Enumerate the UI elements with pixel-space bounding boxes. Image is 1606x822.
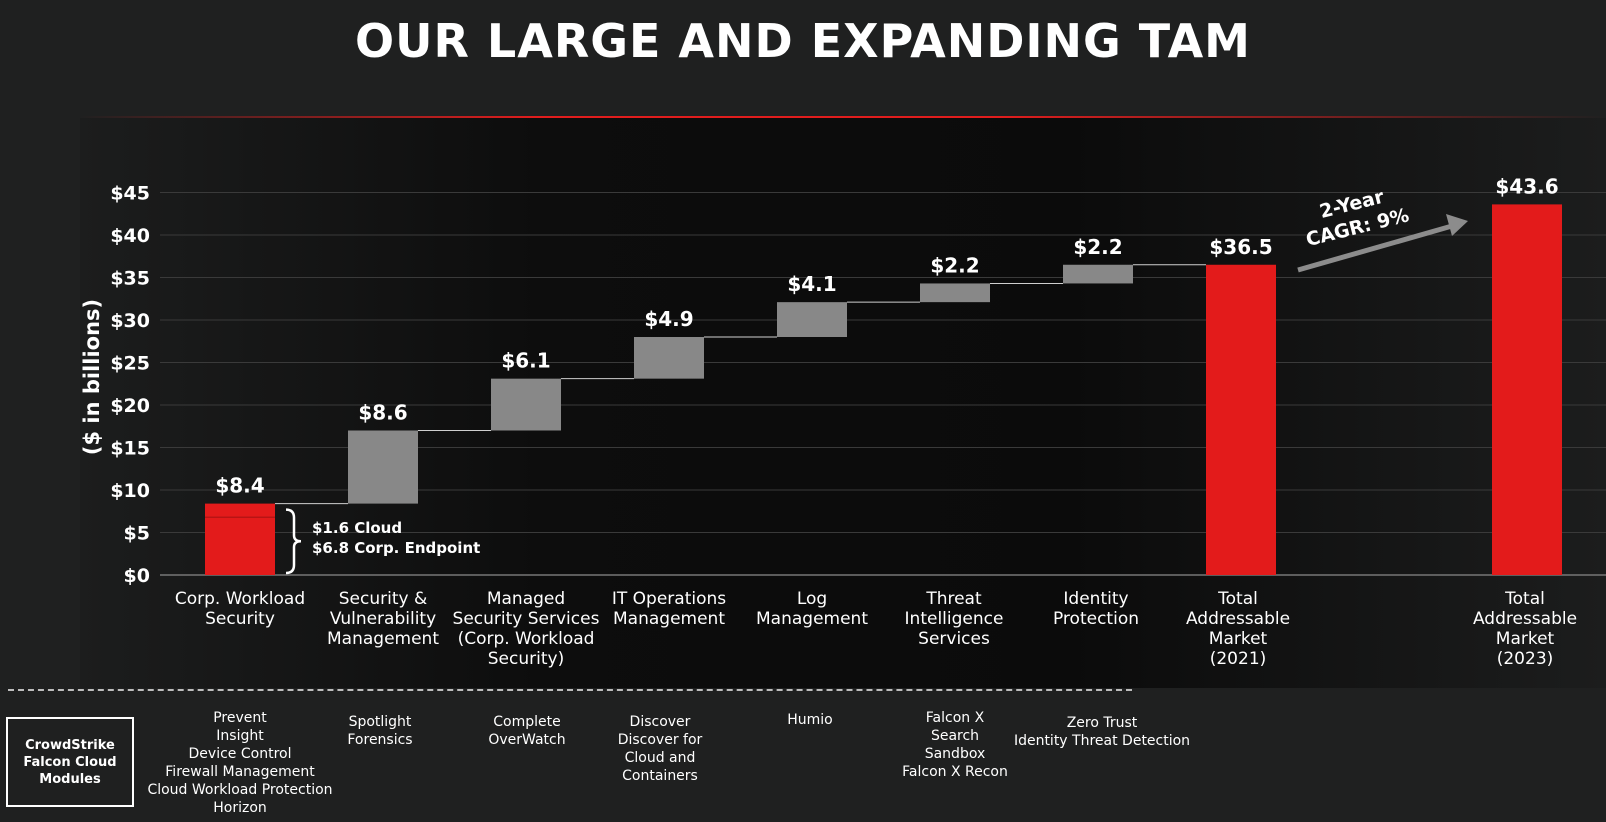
title-divider xyxy=(80,116,1606,118)
module-list: Prevent Insight Device Control Firewall … xyxy=(147,710,333,816)
chart-bar xyxy=(777,302,847,337)
y-tick-label: $30 xyxy=(110,310,150,332)
module-list: Complete OverWatch xyxy=(488,714,566,748)
data-label: $4.1 xyxy=(787,272,836,296)
modules-title-box: CrowdStrike Falcon Cloud Modules xyxy=(6,717,134,807)
category-label: Threat Intelligence Services xyxy=(904,589,1004,649)
y-tick-label: $20 xyxy=(110,395,150,417)
module-list: Humio xyxy=(787,712,833,728)
category-label: IT Operations Management xyxy=(611,589,727,629)
category-label: Identity Protection xyxy=(1052,589,1139,629)
module-list: Falcon X Search Sandbox Falcon X Recon xyxy=(902,710,1008,780)
category-label: Managed Security Services (Corp. Workloa… xyxy=(452,589,600,669)
y-axis-label: ($ in billions) xyxy=(80,298,104,456)
cagr-arrow-line xyxy=(1297,223,1453,273)
chart-bar xyxy=(491,378,561,431)
data-label: $36.5 xyxy=(1209,235,1272,259)
data-label: $8.4 xyxy=(215,474,264,498)
y-tick-label: $5 xyxy=(124,523,150,545)
plot-background xyxy=(80,118,1606,688)
y-tick-label: $10 xyxy=(110,480,150,502)
data-label: $6.1 xyxy=(501,349,550,373)
chart-bar xyxy=(1492,204,1562,575)
data-label: $8.6 xyxy=(358,401,407,425)
module-list: Zero Trust Identity Threat Detection xyxy=(1013,715,1191,749)
data-label: $4.9 xyxy=(644,307,693,331)
data-label: $2.2 xyxy=(930,253,979,277)
module-list: Spotlight Forensics xyxy=(347,714,413,748)
y-tick-label: $15 xyxy=(110,438,150,460)
module-list: Discover Discover for Cloud and Containe… xyxy=(617,714,703,784)
category-label: Log Management xyxy=(756,589,868,629)
chart-bar xyxy=(1206,264,1276,575)
breakdown-note: $1.6 Cloud $6.8 Corp. Endpoint xyxy=(312,518,480,558)
section-divider xyxy=(8,689,1132,691)
data-label: $2.2 xyxy=(1073,235,1122,259)
y-tick-label: $35 xyxy=(110,268,150,290)
category-label: Corp. Workload Security xyxy=(174,589,306,629)
breakdown-brace xyxy=(285,508,302,575)
y-tick-label: $0 xyxy=(124,565,150,587)
y-tick-label: $45 xyxy=(110,183,150,205)
chart-bar xyxy=(1063,264,1133,284)
breakdown-endpoint: $6.8 Corp. Endpoint xyxy=(312,539,481,557)
data-label: $43.6 xyxy=(1495,174,1558,198)
chart-bar xyxy=(920,283,990,303)
page-title: OUR LARGE AND EXPANDING TAM xyxy=(355,14,1251,68)
chart-bar xyxy=(348,430,418,504)
category-label: Total Addressable Market (2023) xyxy=(1472,589,1578,669)
chart-bar xyxy=(205,503,275,575)
y-tick-label: $40 xyxy=(110,225,150,247)
cagr-arrow-head xyxy=(1446,214,1468,236)
chart-bar xyxy=(634,337,704,379)
breakdown-cloud: $1.6 Cloud xyxy=(312,519,403,537)
category-label: Total Addressable Market (2021) xyxy=(1185,589,1291,669)
y-tick-label: $25 xyxy=(110,353,150,375)
category-label: Security & Vulnerability Management xyxy=(327,589,439,649)
